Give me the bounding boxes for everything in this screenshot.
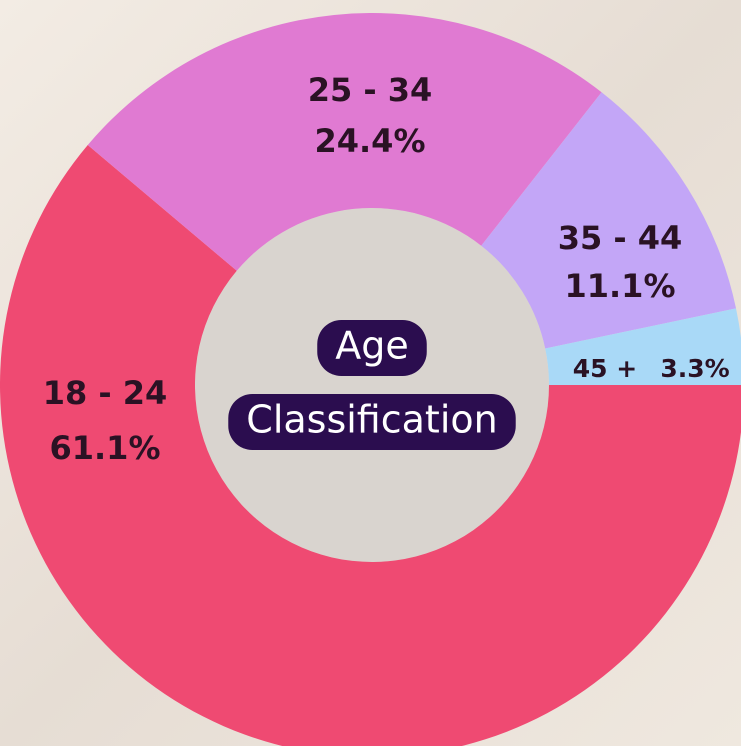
category-label: 35 - 44 <box>558 219 683 257</box>
category-label: 18 - 24 <box>43 374 168 412</box>
center-label: Classification <box>246 398 497 442</box>
value-label: 61.1% <box>49 429 160 467</box>
category-label: 45 + <box>573 354 637 383</box>
value-label: 3.3% <box>660 354 729 383</box>
value-label: 11.1% <box>564 267 675 305</box>
category-label: 25 - 34 <box>308 71 433 109</box>
center-label: Age <box>335 324 409 368</box>
value-label: 24.4% <box>314 122 425 160</box>
center-hole <box>195 208 549 562</box>
chart: 18 - 24 61.1% 25 - 34 24.4% 35 - 44 11.1% 45 +… <box>0 0 741 746</box>
